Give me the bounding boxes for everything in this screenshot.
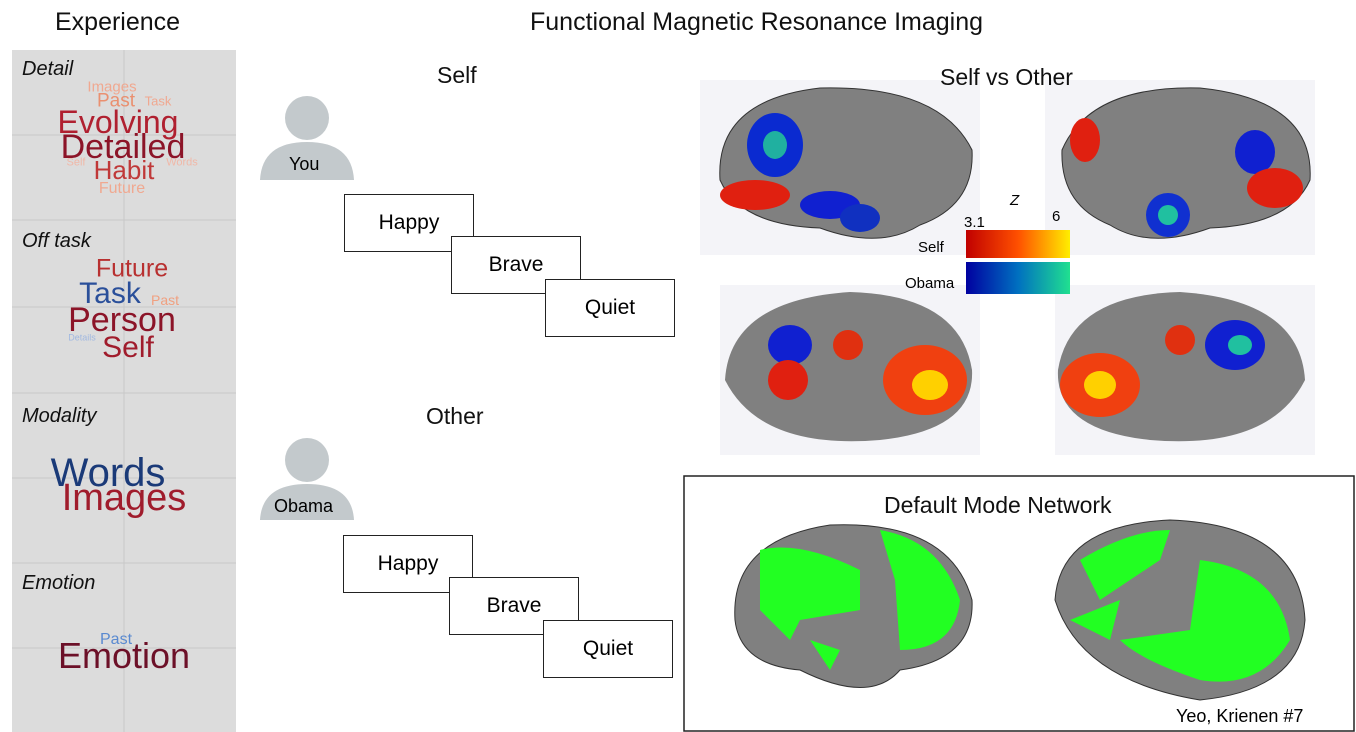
word: Future (95, 254, 169, 283)
contrast-title: Self vs Other (940, 64, 1073, 90)
word: Task (79, 277, 141, 310)
panel-label: Emotion (22, 572, 96, 594)
network-title: Default Mode Network (884, 492, 1112, 518)
word: Self (102, 331, 154, 364)
colorbar-row: Obama (905, 275, 955, 292)
word: Details (68, 332, 96, 343)
colorbar-row: Self (918, 239, 944, 256)
word: Evolving (57, 104, 179, 140)
header: Functional Magnetic Resonance Imaging (530, 8, 984, 36)
word: Images (87, 78, 137, 96)
panel-grid (12, 50, 236, 732)
word: Person (68, 301, 176, 339)
colorbar-min: 3.1 (964, 214, 985, 231)
word: Self (66, 156, 86, 169)
brains (683, 80, 1355, 732)
word: Words (50, 451, 166, 495)
colorbar-max: 6 (1052, 208, 1061, 225)
word-card: Brave (449, 577, 579, 635)
condition-title: Other (426, 403, 484, 429)
word: Images (61, 477, 187, 519)
word: Task (144, 93, 172, 109)
person-icons (260, 96, 354, 520)
panel-label: Off task (22, 230, 91, 252)
word: Future (98, 180, 146, 197)
word-card: Brave (451, 236, 581, 294)
word: Past (96, 90, 136, 112)
condition-title: Self (437, 62, 477, 88)
word: Words (166, 156, 198, 169)
credit: Yeo, Krienen #7 (1176, 706, 1304, 726)
panel-label: Modality (22, 405, 97, 427)
person-label: You (289, 154, 320, 174)
word-card: Quiet (543, 620, 673, 678)
colorbar-self (966, 230, 1070, 258)
word: Past (99, 631, 133, 648)
word-card: Quiet (545, 279, 675, 337)
colorbar-label: Z (1010, 192, 1020, 209)
panel-label: Detail (22, 58, 74, 80)
colorbar-other (966, 262, 1070, 294)
person-label: Obama (274, 496, 334, 516)
word: Habit (93, 155, 155, 185)
word: Emotion (57, 635, 191, 676)
word: Detailed (60, 128, 186, 166)
header: Experience (55, 8, 181, 36)
word: Past (150, 292, 180, 308)
